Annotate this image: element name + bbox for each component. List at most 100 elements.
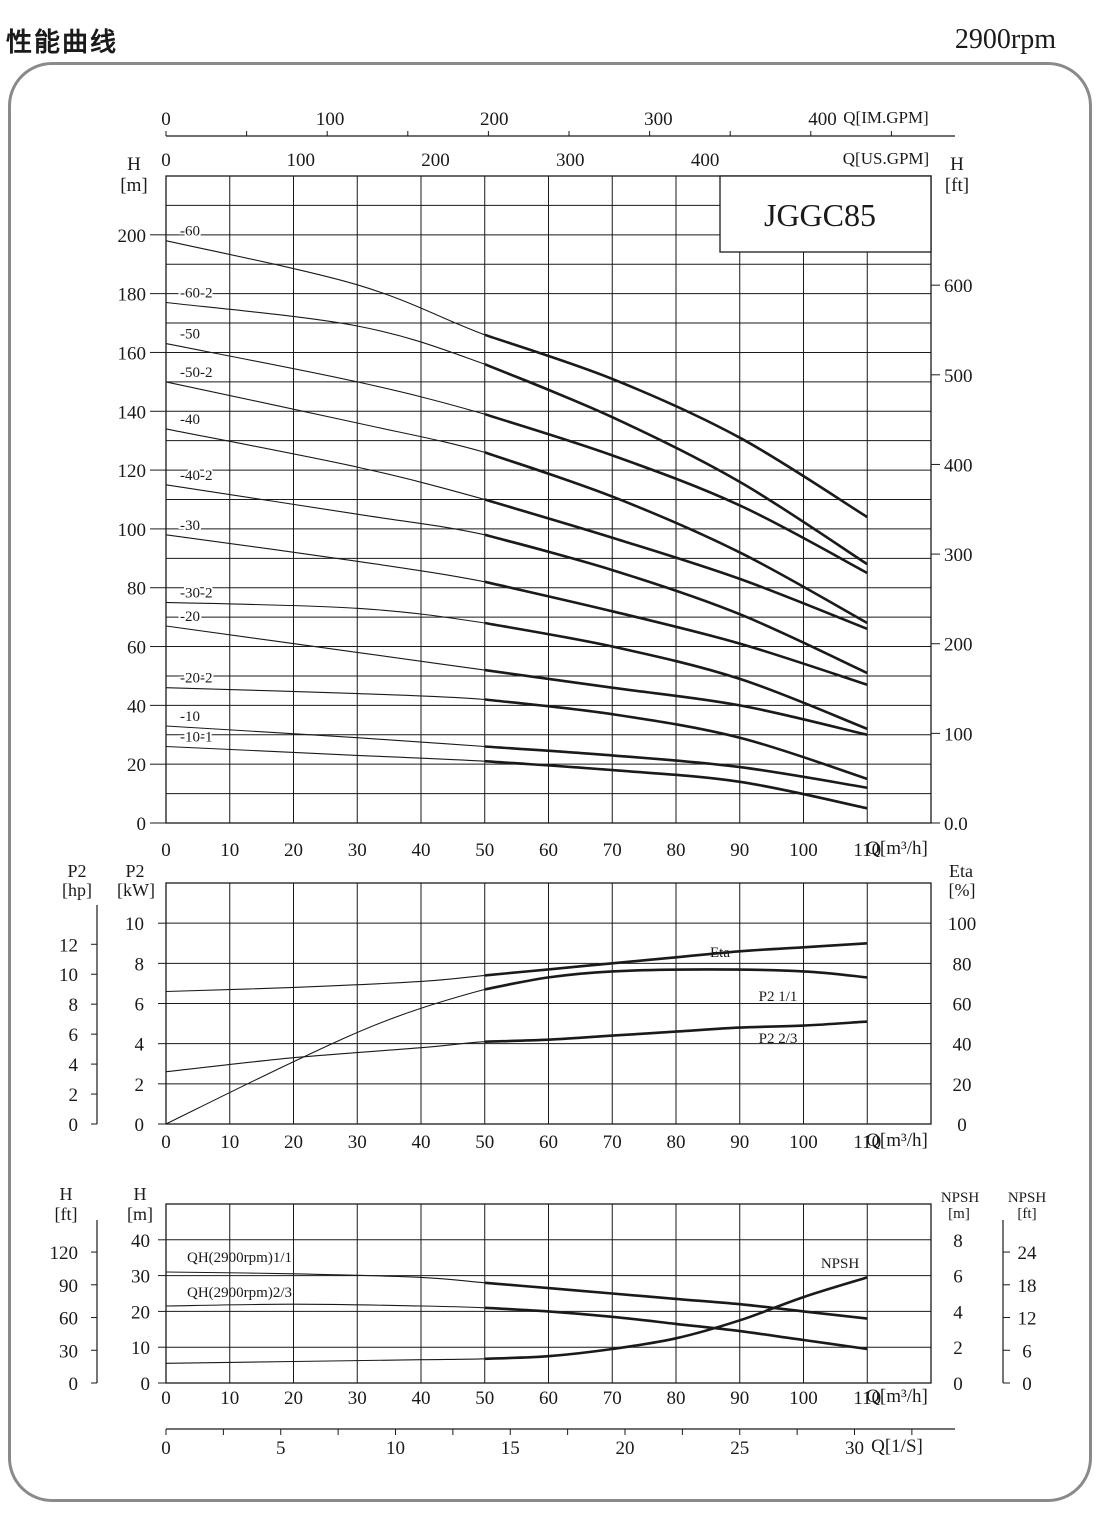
p2-full-series-label: P2 1/1	[759, 989, 798, 1005]
head-left-tick-label: 140	[118, 402, 147, 423]
im-gpm-tick-label: 300	[644, 109, 673, 130]
head-curve-60-2-bold	[484, 362, 869, 566]
h-ft-tick-label: 30	[59, 1341, 78, 1362]
npsh-chart-x-tick-label: 90	[730, 1388, 749, 1409]
npsh-m-tick-label: 6	[953, 1267, 963, 1288]
head-chart-x-tick-label: 100	[789, 840, 818, 861]
power-chart-x-tick-label: 40	[412, 1132, 431, 1153]
npsh-m-tick-label: 8	[953, 1231, 963, 1252]
head-left-tick-label: 60	[127, 638, 146, 659]
eta-tick-label: 40	[953, 1035, 972, 1056]
npsh-chart-x-tick-label: 50	[475, 1388, 494, 1409]
head-right-tick-label: 600	[944, 276, 973, 297]
head-right-tick-label: 200	[944, 635, 973, 656]
h-m-tick-label: 40	[131, 1231, 150, 1252]
head-right-tick-label: 100	[944, 724, 973, 745]
eta-series-label: Eta	[710, 945, 730, 961]
series-label-30: -30	[180, 518, 200, 534]
head-curve-20	[165, 625, 868, 736]
speed-label: 2900rpm	[954, 24, 1056, 55]
h-ft-axis-label: H	[60, 1184, 73, 1204]
npsh-m-tick-label: 0	[953, 1374, 963, 1395]
us-gpm-tick-label: 100	[287, 150, 316, 171]
ls-tick-label: 5	[276, 1438, 286, 1459]
ls-axis-label: Q[1/S]	[871, 1436, 923, 1457]
us-gpm-tick-label: 0	[161, 150, 171, 171]
eta-tick-label: 100	[948, 914, 977, 935]
kw-axis-unit: [kW]	[117, 880, 155, 900]
ls-tick-label: 30	[845, 1438, 864, 1459]
npsh-chart-x-tick-label: 60	[539, 1388, 558, 1409]
ls-tick-label: 15	[501, 1438, 520, 1459]
head-chart-x-tick-label: 110	[853, 840, 881, 861]
kw-tick-label: 8	[135, 954, 145, 975]
hp-axis-label: P2	[67, 861, 86, 881]
hp-tick-label: 0	[69, 1115, 79, 1136]
power-chart-x-tick-label: 50	[475, 1132, 494, 1153]
h-m-tick-label: 0	[141, 1374, 151, 1395]
npsh-chart-plot-border	[165, 1203, 932, 1384]
ls-tick-label: 10	[386, 1438, 405, 1459]
h-m-tick-label: 30	[131, 1267, 150, 1288]
qh-two-thirds-series-label: QH(2900rpm)2/3	[187, 1285, 292, 1301]
head-chart-x-tick-label: 10	[220, 840, 239, 861]
series-label-40: -40	[180, 412, 200, 428]
head-chart-x-tick-label: 30	[348, 840, 367, 861]
kw-tick-label: 0	[135, 1115, 145, 1136]
qh-full-curve-bold	[484, 1281, 868, 1320]
eta-tick-label: 80	[953, 954, 972, 975]
us-gpm-tick-label: 200	[421, 150, 450, 171]
head-curve-20-2-bold	[484, 698, 868, 781]
us-gpm-axis-label: Q[US.GPM]	[843, 149, 929, 168]
us-gpm-tick-label: 300	[556, 150, 585, 171]
npsh-m-axis-unit: [m]	[948, 1206, 970, 1222]
kw-tick-label: 2	[135, 1075, 145, 1096]
npsh-m-axis-label: NPSH	[941, 1190, 980, 1206]
power-curve-P2-2-3-bold	[484, 1020, 868, 1043]
npsh-chart-x-tick-label: 30	[348, 1388, 367, 1409]
series-label-20: -20	[180, 609, 200, 625]
head-chart-x-tick-label: 40	[412, 840, 431, 861]
head-left-axis-unit: [m]	[120, 175, 147, 196]
power-chart-x-axis-label: Q[m³/h]	[866, 1130, 928, 1151]
head-curve-40-2	[165, 484, 868, 674]
npsh-chart-x-tick-label: 100	[789, 1388, 818, 1409]
h-ft-tick-label: 90	[59, 1276, 78, 1297]
head-curve-60-2	[165, 301, 868, 565]
power-chart-x-tick-label: 60	[539, 1132, 558, 1153]
qh-full-series-label: QH(2900rpm)1/1	[187, 1250, 292, 1266]
series-label-30-2: -30-2	[180, 585, 213, 601]
series-label-10: -10	[180, 709, 200, 725]
us-gpm-tick-label: 400	[691, 150, 720, 171]
im-gpm-tick-label: 400	[808, 109, 837, 130]
h-m-tick-label: 20	[131, 1302, 150, 1323]
power-chart-x-tick-label: 20	[284, 1132, 303, 1153]
h-ft-tick-label: 120	[50, 1243, 79, 1264]
hp-tick-label: 10	[59, 965, 78, 986]
p2-two-thirds-series-label: P2 2/3	[759, 1031, 798, 1047]
head-curve-40-2-bold	[484, 533, 868, 675]
head-chart-x-tick-label: 20	[284, 840, 303, 861]
head-left-tick-label: 180	[118, 285, 147, 306]
head-curve-10-1	[165, 745, 868, 809]
head-curve-20-bold	[484, 668, 868, 737]
head-left-tick-label: 20	[127, 755, 146, 776]
h-m-axis-label: H	[134, 1184, 147, 1204]
hp-tick-label: 4	[69, 1055, 79, 1076]
head-chart-x-tick-label: 0	[161, 840, 171, 861]
h-ft-tick-label: 60	[59, 1309, 78, 1330]
head-right-tick-label: 500	[944, 366, 973, 387]
npsh-chart-x-tick-label: 40	[412, 1388, 431, 1409]
head-curve-20-2	[165, 687, 868, 780]
head-left-tick-label: 100	[118, 520, 147, 541]
h-ft-tick-label: 0	[69, 1374, 79, 1395]
head-chart-plot-border	[165, 175, 932, 824]
kw-axis-label: P2	[125, 861, 144, 881]
head-chart-x-tick-label: 80	[667, 840, 686, 861]
model-label-box	[719, 175, 932, 253]
power-curve-Eta-bold	[484, 968, 868, 991]
im-gpm-tick-label: 0	[161, 109, 171, 130]
npsh-m-tick-label: 2	[953, 1338, 963, 1359]
npsh-ft-axis-unit: [ft]	[1017, 1206, 1036, 1222]
power-chart-x-tick-label: 70	[603, 1132, 622, 1153]
